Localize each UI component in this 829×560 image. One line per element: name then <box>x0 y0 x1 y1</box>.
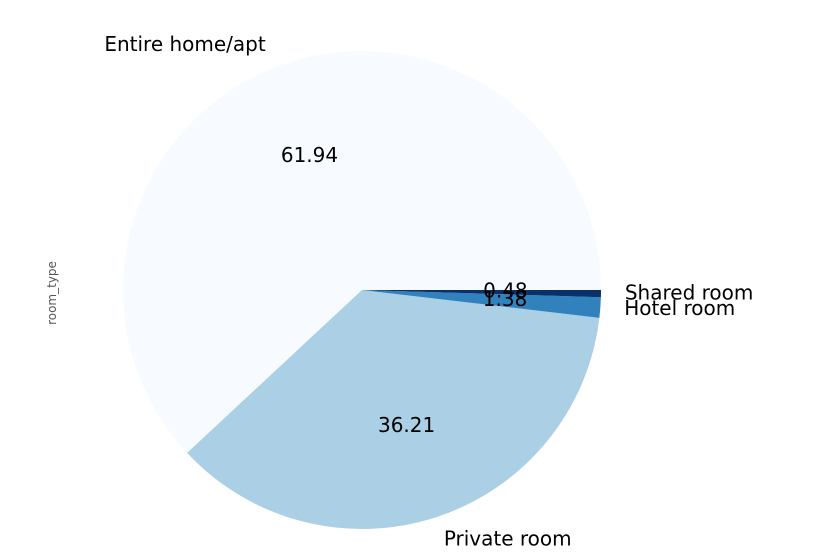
slice-value-private-room: 36.21 <box>378 413 435 437</box>
slice-value-entire-home-apt: 61.94 <box>281 143 338 167</box>
slice-label-shared-room: Shared room <box>625 280 754 304</box>
pie-slices <box>123 51 601 529</box>
slice-label-entire-home-apt: Entire home/apt <box>104 32 266 56</box>
slice-value-shared-room: 0.48 <box>483 279 528 303</box>
y-axis-label: room_type <box>45 261 59 325</box>
slice-label-private-room: Private room <box>444 526 572 550</box>
